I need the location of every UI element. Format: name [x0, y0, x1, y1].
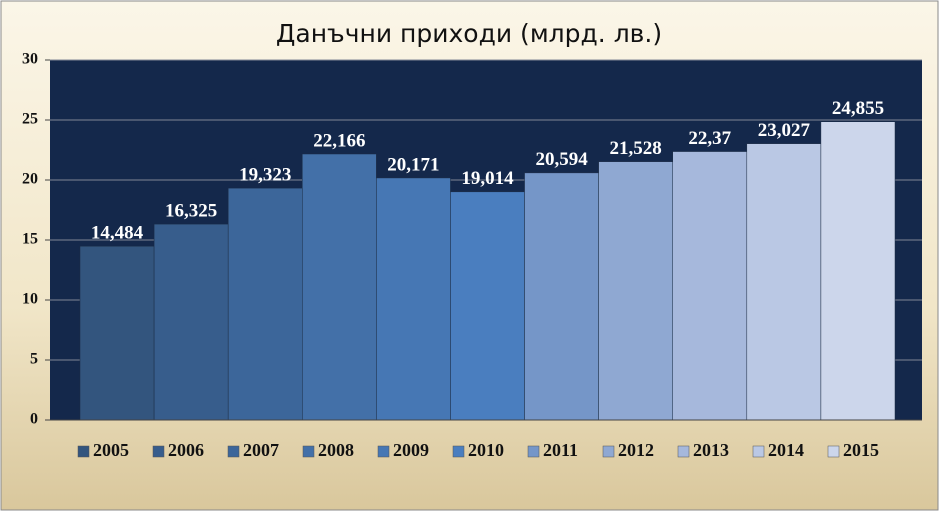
- data-label: 22,37: [688, 128, 731, 149]
- legend-label: 2010: [468, 440, 504, 460]
- data-label: 20,171: [387, 154, 439, 175]
- legend-swatch: [152, 445, 165, 458]
- y-tick-label: 15: [22, 231, 38, 248]
- legend-swatch: [227, 445, 240, 458]
- data-label: 24,855: [832, 98, 884, 119]
- data-label: 22,166: [313, 130, 365, 151]
- bar: [746, 143, 822, 421]
- bar: [302, 153, 377, 421]
- data-label: 19,014: [461, 168, 514, 189]
- data-label: 14,484: [91, 223, 144, 244]
- y-tick-label: 20: [22, 171, 38, 188]
- bar: [450, 191, 525, 421]
- data-label: 19,323: [239, 164, 291, 185]
- bar: [524, 172, 599, 421]
- legend-label: 2013: [693, 440, 729, 460]
- legend-swatch: [677, 445, 690, 458]
- y-tick-label: 25: [22, 111, 38, 128]
- chart-title: Данъчни приходи (млрд. лв.): [276, 19, 662, 48]
- y-tick-label: 30: [22, 51, 38, 68]
- bar: [376, 177, 451, 421]
- legend-swatch: [827, 445, 840, 458]
- legend-label: 2014: [768, 440, 804, 460]
- data-label: 16,325: [165, 200, 217, 221]
- bar: [672, 151, 748, 421]
- data-label: 20,594: [535, 149, 588, 170]
- legend-swatch: [752, 445, 765, 458]
- legend-swatch: [452, 445, 465, 458]
- bar: [820, 121, 896, 421]
- legend-swatch: [302, 445, 315, 458]
- data-label: 21,528: [610, 138, 662, 159]
- bar: [598, 161, 673, 421]
- y-tick-label: 0: [30, 411, 38, 428]
- legend-label: 2006: [168, 440, 204, 460]
- legend-swatch: [77, 445, 90, 458]
- bar: [153, 223, 229, 421]
- legend-swatch: [602, 445, 615, 458]
- data-label: 23,027: [758, 120, 811, 141]
- legend-swatch: [377, 445, 390, 458]
- legend-label: 2005: [93, 440, 129, 460]
- legend-label: 2008: [318, 440, 354, 460]
- legend-label: 2012: [618, 440, 654, 460]
- legend-label: 2011: [543, 440, 578, 460]
- bar: [227, 187, 303, 421]
- legend-swatch: [527, 445, 540, 458]
- y-tick-label: 10: [22, 291, 38, 308]
- legend-label: 2015: [843, 440, 879, 460]
- legend-label: 2007: [243, 440, 279, 460]
- legend-label: 2009: [393, 440, 429, 460]
- y-tick-label: 5: [30, 351, 38, 368]
- bar: [79, 245, 155, 421]
